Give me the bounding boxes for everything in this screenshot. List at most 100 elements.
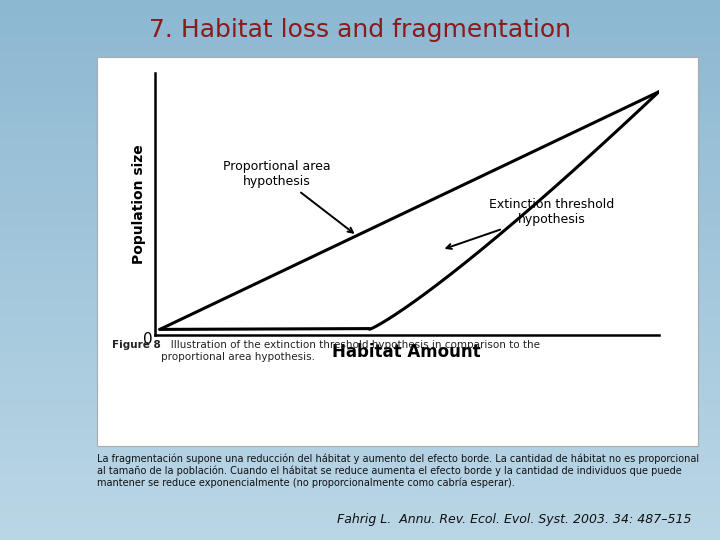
Bar (0, 319, 720, 321)
Bar (0, 76, 720, 78)
Bar (0, 57, 720, 59)
Bar (0, 421, 720, 424)
Bar (0, 113, 720, 116)
Bar (0, 300, 720, 302)
Bar (0, 89, 720, 92)
Bar (0, 386, 720, 389)
Bar (0, 14, 720, 16)
Bar (0, 494, 720, 497)
Bar (0, 270, 720, 273)
Bar (0, 305, 720, 308)
Bar (0, 532, 720, 535)
Bar (0, 116, 720, 119)
Bar (0, 351, 720, 354)
Bar (0, 127, 720, 130)
Bar (0, 159, 720, 162)
Bar (0, 192, 720, 194)
Bar (0, 526, 720, 529)
Bar (0, 68, 720, 70)
Bar (0, 343, 720, 346)
Bar (0, 424, 720, 427)
Bar (0, 202, 720, 205)
Bar (0, 124, 720, 127)
Bar (0, 219, 720, 221)
Bar (0, 65, 720, 68)
Text: 7. Habitat loss and fragmentation: 7. Habitat loss and fragmentation (149, 18, 571, 42)
Bar (0, 0, 720, 3)
Bar (0, 383, 720, 386)
Bar (0, 443, 720, 445)
Bar (0, 146, 720, 148)
Bar (0, 324, 720, 327)
Bar (0, 97, 720, 100)
Bar (0, 459, 720, 462)
Bar (0, 35, 720, 38)
Bar (0, 389, 720, 392)
Bar (0, 49, 720, 51)
Bar (0, 321, 720, 324)
Bar (0, 524, 720, 526)
Bar (0, 267, 720, 270)
Bar (0, 170, 720, 173)
Bar (0, 246, 720, 248)
Bar (0, 240, 720, 243)
Bar (0, 151, 720, 154)
Bar (0, 256, 720, 259)
Bar (0, 59, 720, 62)
Bar (0, 54, 720, 57)
Bar (0, 286, 720, 289)
Bar (0, 435, 720, 437)
Bar (0, 505, 720, 508)
Bar (0, 332, 720, 335)
Text: Extinction threshold
hypothesis: Extinction threshold hypothesis (446, 198, 614, 249)
Bar (0, 140, 720, 143)
Bar (0, 316, 720, 319)
Bar (0, 254, 720, 256)
Bar (0, 5, 720, 8)
Bar (0, 167, 720, 170)
Bar (0, 356, 720, 359)
Bar (0, 262, 720, 265)
Bar (0, 381, 720, 383)
Bar (0, 221, 720, 224)
Bar (0, 310, 720, 313)
Bar (0, 94, 720, 97)
Bar (0, 348, 720, 351)
X-axis label: Habitat Amount: Habitat Amount (333, 343, 481, 361)
Bar (0, 329, 720, 332)
Bar (0, 232, 720, 235)
Bar (0, 470, 720, 472)
Bar (0, 200, 720, 202)
Bar (0, 440, 720, 443)
Bar (0, 308, 720, 310)
Text: 0: 0 (143, 332, 153, 347)
Bar (0, 437, 720, 440)
Bar (0, 397, 720, 400)
Bar (0, 265, 720, 267)
Bar (0, 186, 720, 189)
Bar (0, 143, 720, 146)
Bar (0, 275, 720, 278)
Bar (0, 464, 720, 467)
Bar (0, 81, 720, 84)
Bar (0, 130, 720, 132)
Bar (0, 111, 720, 113)
Bar (0, 373, 720, 375)
Bar (0, 194, 720, 197)
Bar (0, 259, 720, 262)
Bar (0, 427, 720, 429)
Bar (0, 510, 720, 513)
Bar (0, 297, 720, 300)
Bar (0, 489, 720, 491)
Bar (0, 138, 720, 140)
Bar (0, 456, 720, 459)
Bar (0, 483, 720, 486)
Bar (0, 119, 720, 122)
Bar (0, 413, 720, 416)
Bar (0, 448, 720, 451)
Bar (0, 176, 720, 178)
Bar (0, 184, 720, 186)
Bar (0, 513, 720, 516)
Bar (0, 410, 720, 413)
Bar (0, 19, 720, 22)
